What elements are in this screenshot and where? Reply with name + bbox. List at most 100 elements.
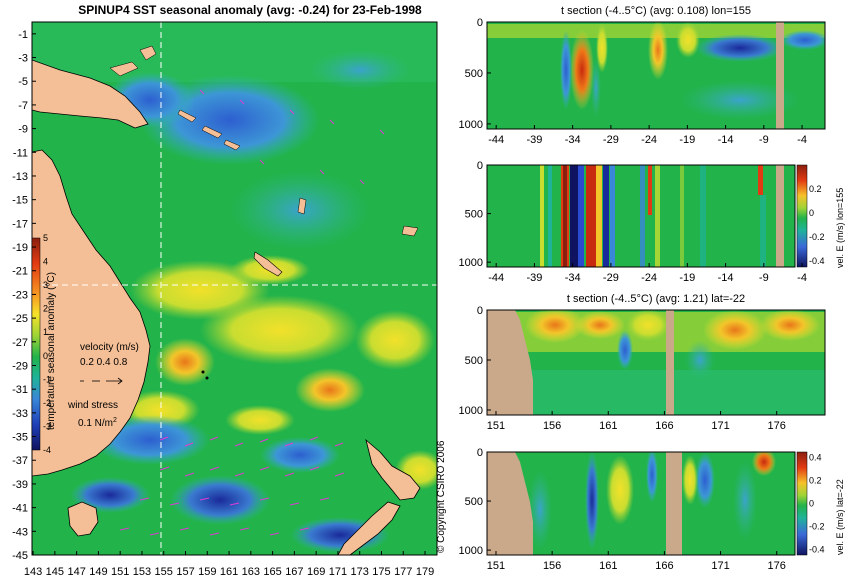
panel1-cool-column-1 bbox=[560, 30, 572, 110]
map-land-solomons-3 bbox=[223, 139, 241, 151]
map-warm-anomaly-south bbox=[225, 405, 295, 435]
map-land-tasmania bbox=[67, 501, 99, 537]
panel-colorbar-tick-label: 0 bbox=[809, 208, 814, 218]
panel-x-tick-label: -9 bbox=[759, 272, 769, 284]
panel-x-tick-label: -19 bbox=[679, 272, 695, 284]
map-x-tick-label: 157 bbox=[176, 566, 194, 578]
panel2-yellow-jet-4 bbox=[680, 165, 684, 267]
panel-colorbar-tick-label: 0.2 bbox=[809, 184, 822, 194]
map-x-tick-label: 169 bbox=[307, 566, 325, 578]
panel-y-tick-label: 0 bbox=[477, 17, 483, 29]
map-x-tick-label: 171 bbox=[329, 566, 347, 578]
panel4-colorbar bbox=[796, 451, 808, 556]
map-y-tick-label: -1 bbox=[18, 29, 28, 41]
map-x-tick-label: 159 bbox=[198, 566, 216, 578]
map-y-tick-label: -35 bbox=[12, 432, 28, 444]
panel-y-tick-label: 0 bbox=[477, 305, 483, 317]
panel-y-tick-label: 500 bbox=[465, 496, 483, 508]
panel-colorbar-tick-label: -0.2 bbox=[809, 232, 825, 242]
velocity-legend-arrows-icon bbox=[80, 377, 123, 385]
panel-colorbar-tick-label: 0.4 bbox=[809, 453, 822, 463]
panel4-cool-band-4 bbox=[528, 470, 552, 550]
panel-x-tick-label: -39 bbox=[526, 272, 542, 284]
panel-x-tick-label: 156 bbox=[543, 560, 561, 572]
map-colorbar-tick-label: -4 bbox=[43, 445, 51, 455]
map-y-tick-label: -43 bbox=[12, 526, 28, 538]
panel1-cool-surface-ne bbox=[780, 30, 825, 50]
panel2-red-jet-3 bbox=[648, 165, 652, 215]
map-x-tick-label: 177 bbox=[394, 566, 412, 578]
map-x-tick-label: 173 bbox=[351, 566, 369, 578]
map-y-tick-label: -45 bbox=[12, 550, 28, 562]
panel2-red-jet-2 bbox=[586, 165, 596, 267]
map-y-tick-label: -27 bbox=[12, 337, 28, 349]
panel3-x-ticks: 151 156 161 166 171 176 bbox=[487, 411, 786, 432]
panel1-y-ticks: 0 500 1000 bbox=[459, 17, 491, 131]
map-cool-anomaly-south-3 bbox=[70, 477, 150, 513]
map-y-tick-label: -31 bbox=[12, 384, 28, 396]
map-colorbar-tick-label: 1 bbox=[43, 327, 48, 337]
map-land-nz-south bbox=[337, 501, 401, 555]
wind-legend-scale: 0.1 N/m2 bbox=[78, 417, 117, 429]
map-wind-stress-arrows bbox=[119, 89, 385, 536]
map-x-tick-label: 153 bbox=[133, 566, 151, 578]
map-y-tick-label: -19 bbox=[12, 242, 28, 254]
panel2-plot-area bbox=[487, 165, 795, 267]
panel3-cool-patch-1 bbox=[617, 330, 633, 370]
panel-x-tick-label: -4 bbox=[797, 272, 807, 284]
map-y-tick-label: -7 bbox=[18, 100, 28, 112]
panel2-blue-jet-2 bbox=[610, 165, 615, 267]
panel-x-tick-label: 161 bbox=[599, 560, 617, 572]
panel-colorbar-tick-label: -0.2 bbox=[809, 521, 825, 531]
map-y-tick-label: -37 bbox=[12, 455, 28, 467]
panel-x-tick-label: 176 bbox=[768, 420, 786, 432]
map-y-tick-label: -25 bbox=[12, 313, 28, 325]
map-colorbar: temperature seasonal anomaly (°C) bbox=[31, 237, 57, 451]
map-cool-anomaly-ne bbox=[310, 50, 410, 90]
panel-x-tick-label: 151 bbox=[487, 420, 505, 432]
panel2-cyan-jet-2 bbox=[700, 165, 706, 267]
map-x-tick-label: 155 bbox=[155, 566, 173, 578]
map-y-tick-label: -13 bbox=[12, 171, 28, 183]
panel1-cool-column-2 bbox=[591, 58, 601, 118]
panel-y-tick-label: 0 bbox=[477, 160, 483, 172]
panel-colorbar-tick-label: -0.4 bbox=[809, 544, 825, 554]
panel4-x-ticks: 151 156 161 166 171 176 bbox=[487, 551, 786, 572]
panel3-land-mask-island bbox=[666, 310, 674, 415]
map-y-tick-label: -15 bbox=[12, 195, 28, 207]
map-island-norfolk bbox=[205, 376, 209, 380]
panel-x-tick-label: -9 bbox=[759, 134, 769, 146]
map-y-tick-label: -39 bbox=[12, 479, 28, 491]
panel2-red-jet-4 bbox=[758, 165, 763, 195]
map-x-tick-label: 145 bbox=[46, 566, 64, 578]
map-y-tick-label: -41 bbox=[12, 503, 28, 515]
panel4-cool-band-2 bbox=[646, 452, 658, 503]
map-colorbar-tick-label: 4 bbox=[43, 257, 48, 267]
map-x-tick-label: 163 bbox=[242, 566, 260, 578]
panel1-land-mask bbox=[776, 22, 784, 129]
map-warm-eddy-3 bbox=[295, 368, 365, 412]
map-x-ticks: 143 145 147 149 151 153 155 157 159 161 163 165 167 1… bbox=[24, 551, 434, 578]
panel-x-tick-label: -24 bbox=[641, 272, 657, 284]
map-land-new-guinea bbox=[32, 59, 149, 129]
panel-colorbar-tick-label: 0.2 bbox=[809, 476, 822, 486]
panel4-frame bbox=[486, 451, 796, 556]
wind-legend-label: wind stress bbox=[67, 400, 118, 411]
map-warm-eddy-2 bbox=[155, 338, 215, 386]
map-y-tick-label: -11 bbox=[13, 147, 28, 159]
panel-x-tick-label: -39 bbox=[526, 134, 542, 146]
panel2-cyan-jet-3 bbox=[760, 195, 766, 267]
map-colorbar-tick-label: 3 bbox=[43, 280, 48, 290]
panel3-plot-area bbox=[487, 310, 825, 415]
panel1-title: t section (-4..5°C) (avg: 0.108) lon=155 bbox=[561, 5, 751, 17]
panel-x-tick-label: -4 bbox=[797, 134, 807, 146]
panel2-yellow-jet-2 bbox=[540, 165, 544, 267]
panel4-cool-band-1 bbox=[585, 452, 599, 550]
panel2-land-mask bbox=[776, 165, 784, 267]
panel2-navy-jet-2 bbox=[603, 165, 609, 267]
panel-x-tick-label: -14 bbox=[718, 272, 734, 284]
map-y-tick-label: -5 bbox=[18, 76, 28, 88]
map-land-new-britain bbox=[109, 61, 139, 77]
panel2-y-ticks: 0 500 1000 bbox=[459, 160, 491, 269]
